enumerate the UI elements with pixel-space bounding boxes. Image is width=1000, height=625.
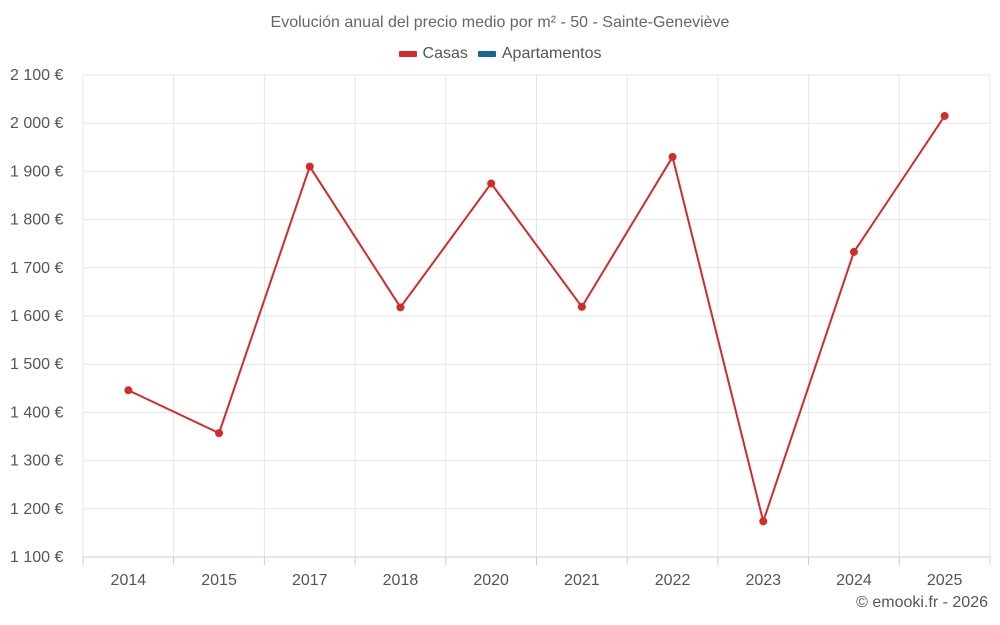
legend-swatch-apartamentos [477, 51, 496, 57]
legend-item-casas[interactable]: Casas [398, 45, 468, 63]
x-tick-label: 2015 [201, 572, 237, 589]
data-point [305, 162, 314, 171]
x-tick-label: 2025 [927, 572, 963, 589]
data-point [215, 429, 224, 438]
legend-swatch-casas [398, 51, 417, 57]
chart-credit: © emooki.fr - 2026 [856, 594, 988, 611]
y-tick-label: 1 100 € [10, 549, 63, 566]
data-point [396, 303, 405, 312]
x-tick-label: 2024 [836, 572, 872, 589]
x-tick-label: 2023 [745, 572, 781, 589]
x-tick-label: 2017 [292, 572, 328, 589]
data-point [577, 302, 586, 311]
y-tick-label: 1 700 € [10, 260, 63, 277]
y-tick-label: 1 400 € [10, 404, 63, 421]
data-point [759, 517, 768, 526]
y-tick-label: 1 200 € [10, 501, 63, 518]
y-tick-label: 2 000 € [10, 115, 63, 132]
series-line-casas [127, 115, 946, 523]
legend-item-apartamentos[interactable]: Apartamentos [477, 45, 602, 63]
x-tick-label: 2020 [473, 572, 509, 589]
data-point [668, 152, 677, 161]
data-point [124, 386, 133, 395]
legend-label-apartamentos: Apartamentos [501, 45, 602, 62]
y-tick-label: 1 800 € [10, 212, 63, 229]
legend-label-casas: Casas [422, 45, 468, 62]
x-tick-label: 2018 [383, 572, 419, 589]
y-tick-label: 2 100 € [10, 67, 63, 84]
x-tick-label: 2022 [655, 572, 691, 589]
data-point [849, 247, 858, 256]
x-tick-label: 2014 [111, 572, 147, 589]
x-tick-label: 2021 [564, 572, 600, 589]
y-tick-label: 1 500 € [10, 356, 63, 373]
data-point [940, 111, 949, 120]
chart-legend: Casas Apartamentos [0, 45, 1000, 63]
data-point [487, 179, 496, 188]
chart-title: Evolución anual del precio medio por m² … [270, 14, 730, 31]
y-tick-label: 1 300 € [10, 453, 63, 470]
y-tick-label: 1 900 € [10, 163, 63, 180]
y-tick-label: 1 600 € [10, 308, 63, 325]
